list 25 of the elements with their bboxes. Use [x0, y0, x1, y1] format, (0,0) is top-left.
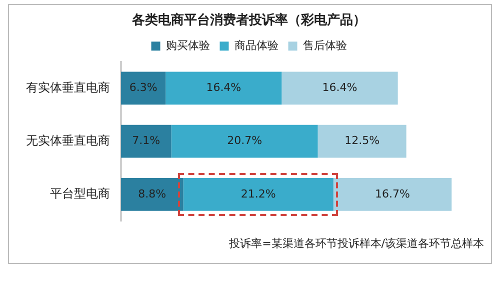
bar [318, 124, 406, 158]
data-label: 6.3% [129, 81, 158, 94]
bar [282, 72, 398, 105]
data-label: 16.4% [206, 81, 242, 94]
data-label: 12.5% [344, 134, 380, 148]
legend-label: 购买体验 [166, 38, 210, 52]
bar [171, 124, 318, 158]
bar [121, 124, 172, 158]
bar [121, 72, 166, 105]
data-label: 20.7% [227, 134, 262, 148]
bar [333, 178, 452, 211]
legend-label: 商品体验 [234, 38, 278, 52]
data-label: 21.2% [240, 187, 276, 200]
data-label: 8.8% [138, 187, 166, 200]
data-label: 16.4% [322, 81, 358, 94]
data-label: 16.7% [375, 187, 410, 200]
y-tick-label: 有实体垂直电商 [26, 80, 110, 94]
text: 投诉率=某渠道各环节投诉样本/该渠道各环节总样本 [229, 236, 484, 251]
bar [121, 178, 184, 211]
y-tick-label: 平台型电商 [50, 186, 110, 201]
chart-title: 各类电商平台消费者投诉率（彩电产品） [131, 12, 366, 28]
bar [166, 72, 282, 105]
y-tick-label: 无实体垂直电商 [26, 133, 110, 148]
data-label: 7.1% [132, 134, 160, 148]
legend-label: 售后体验 [302, 38, 347, 52]
